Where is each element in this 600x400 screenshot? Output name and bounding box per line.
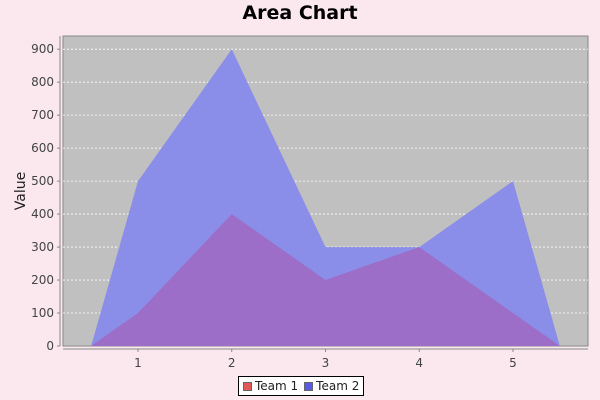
legend-item-team-2: Team 2 (304, 379, 359, 393)
x-tick-label: 3 (322, 356, 330, 370)
legend-item-team-1: Team 1 (243, 379, 298, 393)
legend-label: Team 1 (255, 379, 299, 393)
y-tick-label: 300 (31, 240, 54, 254)
y-tick-labels: 0 100 200 300 400 500 600 700 800 900 (31, 42, 60, 353)
y-tick-label: 100 (31, 306, 54, 320)
y-tick-label: 500 (31, 174, 54, 188)
y-tick-label: 200 (31, 273, 54, 287)
y-tick-label: 900 (31, 42, 54, 56)
y-tick-label: 400 (31, 207, 54, 221)
y-tick-label: 800 (31, 75, 54, 89)
x-tick-label: 4 (415, 356, 423, 370)
x-tick-label: 1 (134, 356, 142, 370)
legend-label: Team 2 (316, 379, 360, 393)
x-tick-label: 2 (228, 356, 236, 370)
legend-swatch (243, 381, 252, 391)
y-axis-title: Value (13, 172, 29, 210)
area-team-1 (91, 214, 560, 346)
chart-title: Area Chart (242, 2, 358, 24)
x-tick-labels: 1 2 3 4 5 (134, 349, 517, 370)
legend: Team 1 Team 2 (238, 376, 365, 396)
x-tick-label: 5 (509, 356, 517, 370)
y-tick-label: 700 (31, 108, 54, 122)
series-areas (91, 49, 560, 346)
y-tick-label: 600 (31, 141, 54, 155)
y-tick-label: 0 (46, 339, 54, 353)
legend-swatch (304, 381, 314, 391)
